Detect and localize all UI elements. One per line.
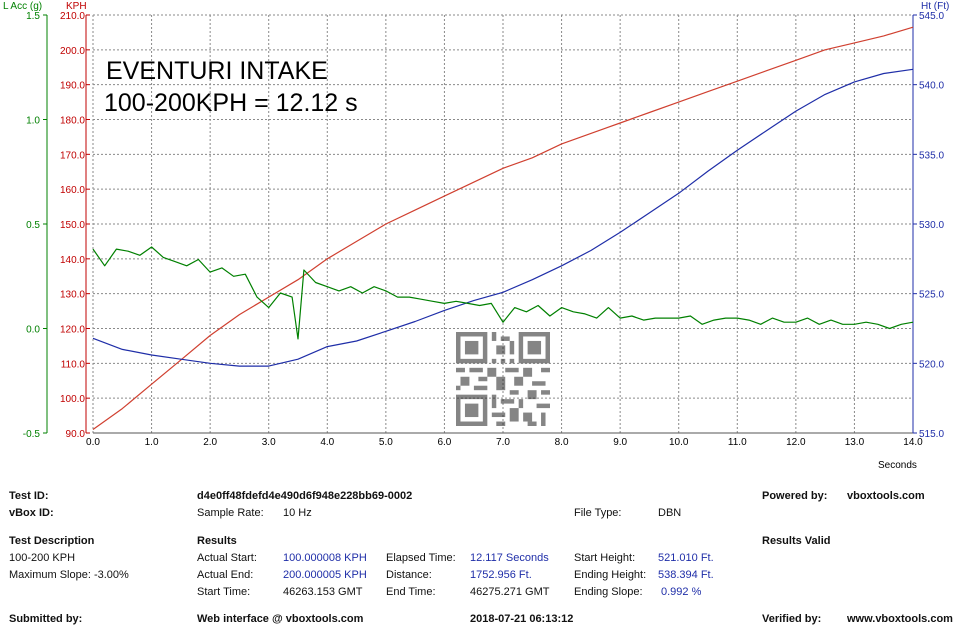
test-id-label: Test ID: [9,490,49,502]
grid-lines [92,14,914,434]
series-line-lacc [92,246,914,340]
verified-by-label: Verified by: [762,613,822,625]
verified-by-value: www.vboxtools.com [847,613,953,625]
end-time-label: End Time: [386,586,436,598]
submitted-by-label: Submitted by: [9,613,83,625]
ht-tick-label: 545.0 [919,11,944,22]
x-tick-label: 8.0 [555,437,569,448]
maximum-slope: Maximum Slope: -3.00% [9,569,129,581]
distance-label: Distance: [386,569,432,581]
vbox-id-label: vBox ID: [9,507,54,519]
lacc-tick-label: 0.5 [26,220,40,231]
x-axis-label: Seconds [878,460,917,471]
x-tick-label: 11.0 [728,437,747,448]
results-heading: Results [197,535,237,547]
series-line-ht [92,68,914,367]
file-type-label: File Type: [574,507,622,519]
x-tick-label: 12.0 [786,437,806,448]
ht-axis-label: Ht (Ft) [921,1,949,12]
powered-by-label: Powered by: [762,490,828,502]
web-interface: Web interface @ vboxtools.com [197,613,364,625]
start-time-value: 46263.153 GMT [283,586,363,598]
chart-subtitle: 100-200KPH = 12.12 s [104,89,358,117]
kph-axis-label: KPH [66,1,87,12]
series-line-kph [92,26,914,430]
distance-value: 1752.956 Ft. [470,569,532,581]
kph-tick-label: 150.0 [60,220,85,231]
ending-slope-label: Ending Slope: [574,586,643,598]
x-tick-label: 3.0 [262,437,276,448]
kph-tick-label: 210.0 [60,11,85,22]
ht-tick-label: 530.0 [919,220,944,231]
x-tick-label: 5.0 [379,437,393,448]
lacc-tick-label: 0.0 [26,325,40,336]
ht-tick-label: 535.0 [919,150,944,161]
ht-tick-label: 525.0 [919,290,944,301]
x-tick-label: 4.0 [320,437,334,448]
qr-code [456,332,550,426]
elapsed-time-value: 12.117 Seconds [470,552,549,564]
ending-height-value: 538.394 Ft. [658,569,714,581]
kph-tick-label: 190.0 [60,81,85,92]
kph-tick-label: 170.0 [60,150,85,161]
sample-rate-label: Sample Rate: [197,507,264,519]
kph-tick-label: 90.0 [66,429,86,440]
start-height-value: 521.010 Ft. [658,552,714,564]
x-tick-label: 7.0 [496,437,510,448]
kph-tick-label: 130.0 [60,290,85,301]
actual-end-value: 200.000005 KPH [283,569,367,581]
ht-tick-label: 540.0 [919,81,944,92]
test-description: 100-200 KPH [9,552,76,564]
lacc-tick-label: -0.5 [23,429,41,440]
chart-title: EVENTURI INTAKE [106,57,328,85]
data-series [92,26,914,430]
sample-rate-value: 10 Hz [283,507,312,519]
results-valid: Results Valid [762,535,831,547]
kph-tick-label: 200.0 [60,46,85,57]
powered-by-value: vboxtools.com [847,490,925,502]
ending-slope-value: 0.992 % [661,586,702,598]
x-tick-label: 2.0 [203,437,217,448]
actual-start-value: 100.000008 KPH [283,552,367,564]
timestamp: 2018-07-21 06:13:12 [470,613,574,625]
results-panel: Test ID: d4e0ff48fdefd4e490d6f948e228bb6… [0,480,960,634]
x-tick-label: 14.0 [903,437,923,448]
lacc-tick-label: 1.0 [26,116,40,127]
start-time-label: Start Time: [197,586,251,598]
x-tick-label: 0.0 [86,437,100,448]
actual-end-label: Actual End: [197,569,254,581]
ht-tick-label: 515.0 [919,429,944,440]
test-id-value: d4e0ff48fdefd4e490d6f948e228bb69-0002 [197,490,413,502]
kph-tick-label: 140.0 [60,255,85,266]
x-tick-label: 1.0 [145,437,159,448]
kph-tick-label: 100.0 [60,394,85,405]
ending-height-label: Ending Height: [574,569,647,581]
x-tick-label: 10.0 [669,437,689,448]
kph-tick-label: 120.0 [60,325,85,336]
ht-tick-label: 520.0 [919,359,944,370]
actual-start-label: Actual Start: [197,552,257,564]
kph-tick-label: 180.0 [60,116,85,127]
axes: 0.0 1.0 2.0 3.0 4.0 5.0 6.0 7.0 8.0 9.0 10.0 11.0 12… [23,11,945,448]
lacc-tick-label: 1.5 [26,11,40,22]
kph-tick-label: 160.0 [60,185,85,196]
x-tick-label: 6.0 [437,437,451,448]
test-description-heading: Test Description [9,535,95,547]
file-type-value: DBN [658,507,682,519]
elapsed-time-label: Elapsed Time: [386,552,456,564]
kph-tick-label: 110.0 [61,359,86,370]
start-height-label: Start Height: [574,552,636,564]
performance-chart: 0.0 1.0 2.0 3.0 4.0 5.0 6.0 7.0 8.0 9.0 10.0 11.0 12… [3,1,949,471]
x-tick-label: 9.0 [613,437,627,448]
x-tick-label: 13.0 [845,437,865,448]
lacc-axis-label: L Acc (g) [3,1,42,12]
end-time-value: 46275.271 GMT [470,586,550,598]
